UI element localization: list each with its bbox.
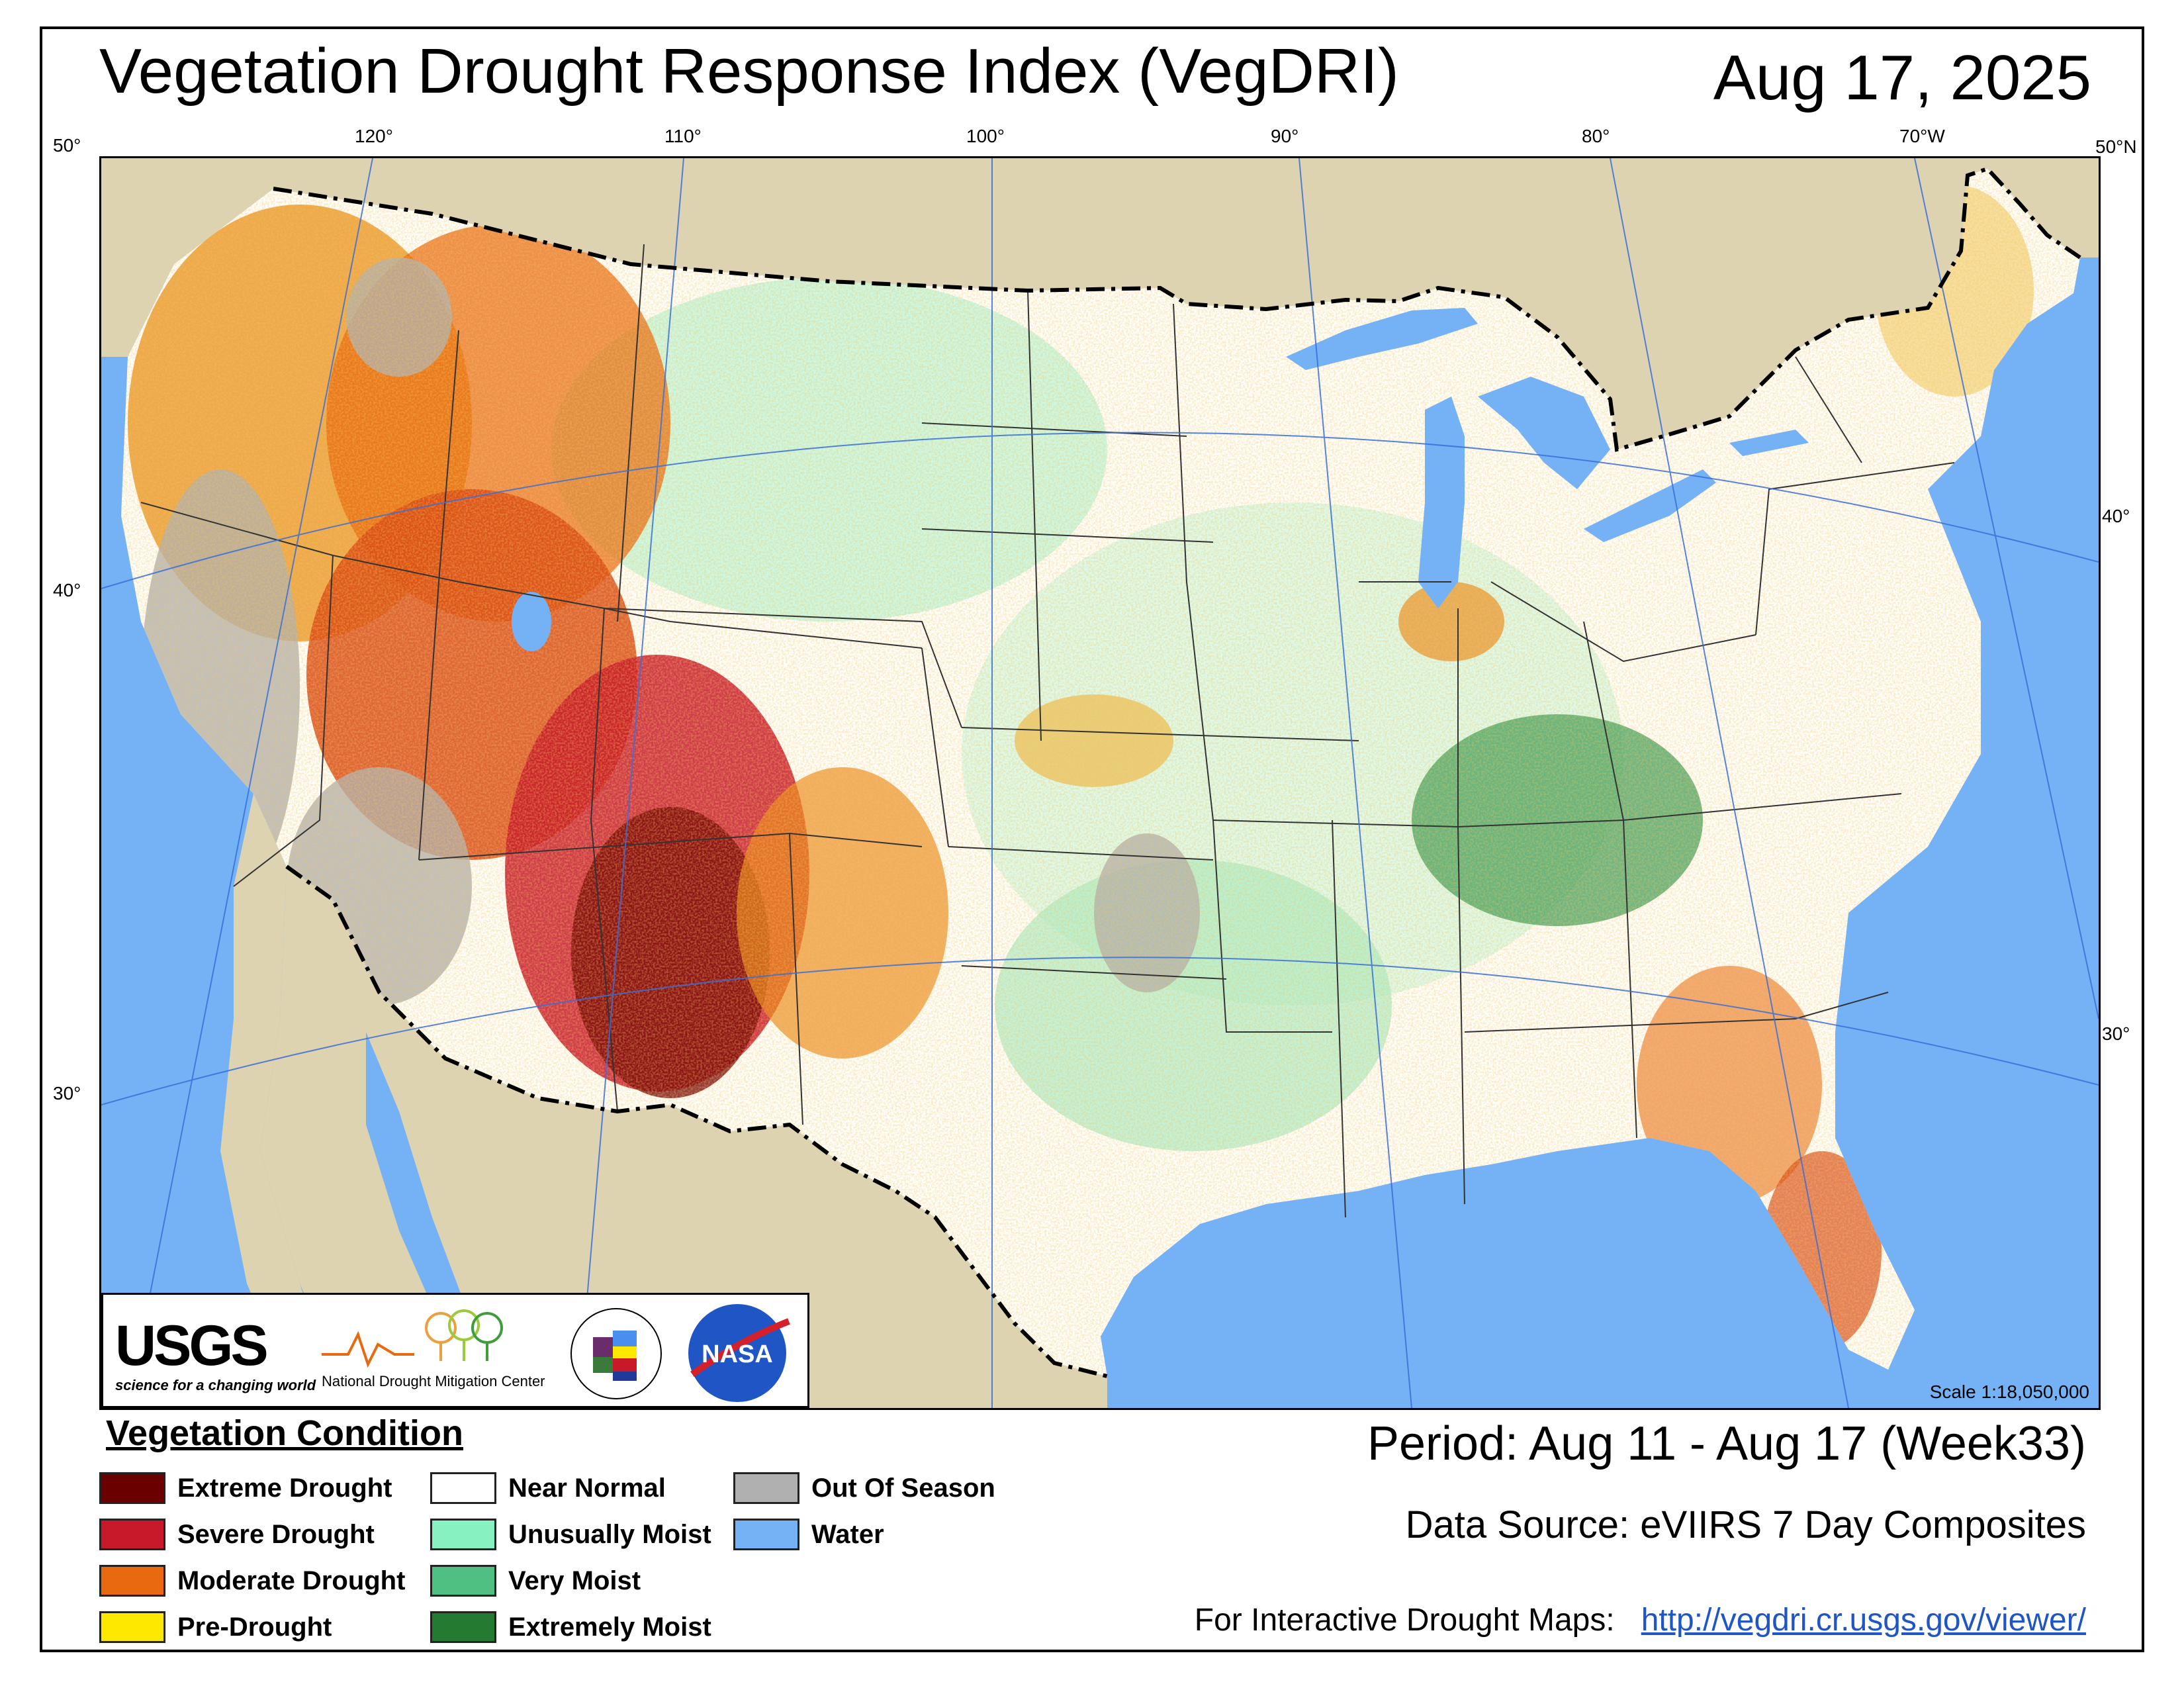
legend-item-near-normal: Near Normal	[430, 1471, 666, 1505]
legend-swatch	[430, 1565, 496, 1597]
lake-erie	[1584, 469, 1716, 542]
legend-item-very-moist: Very Moist	[430, 1564, 641, 1598]
legend-swatch	[430, 1472, 496, 1504]
logos-panel: USGS science for a changing world Nation…	[101, 1293, 809, 1408]
vegdri-map: USGS science for a changing world Nation…	[99, 156, 2101, 1410]
legend-item-extremely-moist: Extremely Moist	[430, 1610, 711, 1644]
gulf-of-california	[366, 1032, 472, 1336]
ndmc-tree-icon	[322, 1309, 503, 1368]
legend-swatch	[430, 1611, 496, 1643]
usgs-logo: USGS	[115, 1314, 269, 1378]
interactive-maps-label: For Interactive Drought Maps:	[1194, 1603, 1615, 1638]
nasa-logo-icon: NASA	[688, 1304, 790, 1402]
map-title: Vegetation Drought Response Index (VegDR…	[99, 36, 1399, 107]
interactive-maps-line: For Interactive Drought Maps: http://vegd…	[1195, 1602, 2086, 1638]
legend-item-severe-drought: Severe Drought	[99, 1517, 375, 1552]
legend-swatch	[99, 1519, 165, 1550]
legend-swatch	[99, 1611, 165, 1643]
state-boundaries	[140, 244, 1955, 1218]
lon-label-70w: 70°W	[1899, 126, 1945, 146]
legend-label: Very Moist	[508, 1566, 641, 1595]
legend-label: Pre-Drought	[177, 1612, 332, 1642]
ndmc-logo-text: National Drought Mitigation Center	[322, 1373, 545, 1389]
map-frame	[40, 26, 2144, 1652]
period-text: Period: Aug 11 - Aug 17 (Week33)	[1367, 1417, 2086, 1470]
legend-swatch	[733, 1472, 799, 1504]
lake-michigan	[1418, 397, 1465, 608]
legend-label: Water	[811, 1519, 884, 1549]
nasa-logo-text: NASA	[702, 1340, 773, 1368]
graticule	[101, 158, 2099, 1408]
usgs-tagline: science for a changing world	[115, 1377, 316, 1393]
lat-label-right-40: 40°	[2102, 506, 2130, 526]
map-scale: Scale 1:18,050,000	[1929, 1382, 2089, 1402]
legend-label: Extremely Moist	[508, 1612, 711, 1642]
map-date: Aug 17, 2025	[1713, 42, 2091, 113]
legend-swatch	[733, 1519, 799, 1550]
canada-land	[101, 158, 2099, 449]
lat-label-top-right: 50°N	[2095, 136, 2137, 157]
baja-peninsula	[220, 794, 340, 1408]
lon-label-100: 100°	[966, 126, 1005, 146]
legend-item-water: Water	[733, 1517, 884, 1552]
hprcc-logo-icon	[570, 1308, 662, 1399]
legend-item-pre-drought: Pre-Drought	[99, 1610, 332, 1644]
legend-label: Moderate Drought	[177, 1566, 406, 1595]
vegdri-viewer-link[interactable]: http://vegdri.cr.usgs.gov/viewer/	[1641, 1603, 2086, 1638]
lat-label-left-40: 40°	[53, 580, 81, 600]
legend-item-extreme-drought: Extreme Drought	[99, 1471, 392, 1505]
legend-label: Extreme Drought	[177, 1473, 392, 1503]
legend-item-out-of-season: Out Of Season	[733, 1471, 995, 1505]
international-border	[273, 166, 2081, 1378]
legend-swatch	[430, 1519, 496, 1550]
legend-item-unusually-moist: Unusually Moist	[430, 1517, 711, 1552]
legend-label: Out Of Season	[811, 1473, 995, 1503]
mexico-land	[260, 867, 1107, 1408]
lat-label-right-30: 30°	[2102, 1023, 2130, 1044]
lake-superior	[1286, 308, 1478, 370]
lon-label-90: 90°	[1271, 126, 1299, 146]
legend-swatch	[99, 1472, 165, 1504]
lat-label-left-30: 30°	[53, 1083, 81, 1103]
legend-label: Unusually Moist	[508, 1519, 711, 1549]
lake-ontario	[1729, 430, 1809, 456]
lon-label-110: 110°	[664, 126, 702, 146]
lon-label-120: 120°	[355, 126, 393, 146]
legend-swatch	[99, 1565, 165, 1597]
legend-label: Near Normal	[508, 1473, 666, 1503]
great-salt-lake	[512, 592, 551, 651]
data-source-text: Data Source: eVIIRS 7 Day Composites	[1405, 1503, 2086, 1546]
lon-label-80: 80°	[1582, 126, 1610, 146]
lake-huron	[1478, 377, 1610, 489]
legend-label: Severe Drought	[177, 1519, 375, 1549]
legend-title: Vegetation Condition	[106, 1413, 463, 1453]
legend-item-moderate-drought: Moderate Drought	[99, 1564, 405, 1598]
lat-label-top-left: 50°	[53, 135, 81, 156]
